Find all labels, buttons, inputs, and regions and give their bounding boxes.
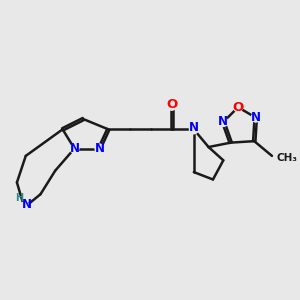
Text: O: O: [232, 101, 244, 114]
Text: H: H: [15, 193, 23, 203]
Circle shape: [189, 125, 198, 134]
Circle shape: [234, 103, 242, 112]
Text: N: N: [251, 111, 261, 124]
Circle shape: [167, 101, 176, 110]
Text: N: N: [69, 142, 80, 155]
Circle shape: [70, 144, 79, 153]
Text: N: N: [94, 142, 104, 155]
Text: O: O: [166, 98, 177, 111]
Circle shape: [251, 113, 260, 122]
Circle shape: [95, 144, 104, 153]
Text: CH₃: CH₃: [276, 153, 297, 163]
Text: N: N: [218, 116, 228, 128]
Text: N: N: [22, 198, 32, 211]
Circle shape: [219, 118, 228, 126]
Text: N: N: [189, 122, 199, 134]
Circle shape: [19, 202, 30, 213]
